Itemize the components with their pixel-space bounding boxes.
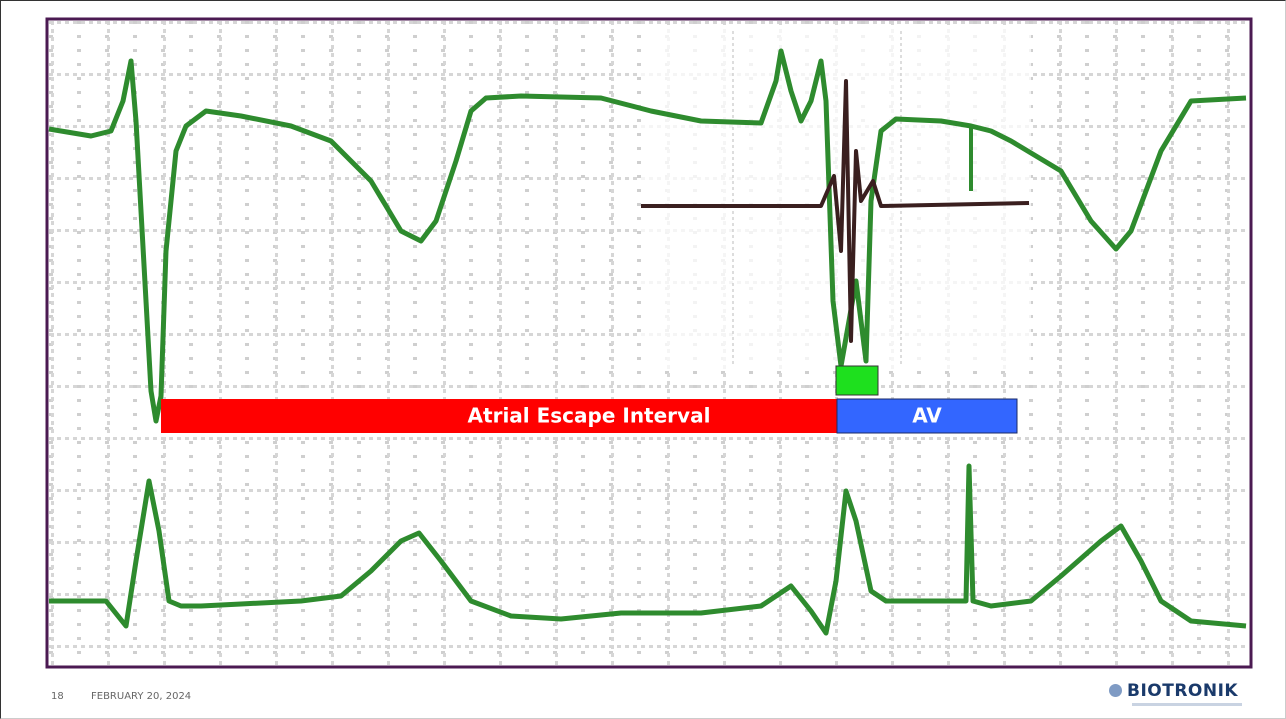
sense-marker xyxy=(836,366,878,395)
escape-interval-label: Atrial Escape Interval xyxy=(468,404,711,428)
date: FEBRUARY 20, 2024 xyxy=(91,691,191,702)
logo: BIOTRONIK xyxy=(1109,681,1238,701)
logo-tagline xyxy=(1132,703,1242,706)
ecg-figure: Atrial Escape Interval AV xyxy=(1,1,1286,719)
logo-text: BIOTRONIK xyxy=(1127,681,1238,701)
av-label: AV xyxy=(912,404,942,428)
slide: Atrial Escape Interval AV 18 FEBRUARY 20… xyxy=(0,0,1286,719)
logo-mark xyxy=(1109,684,1122,697)
page-number: 18 xyxy=(51,691,64,702)
